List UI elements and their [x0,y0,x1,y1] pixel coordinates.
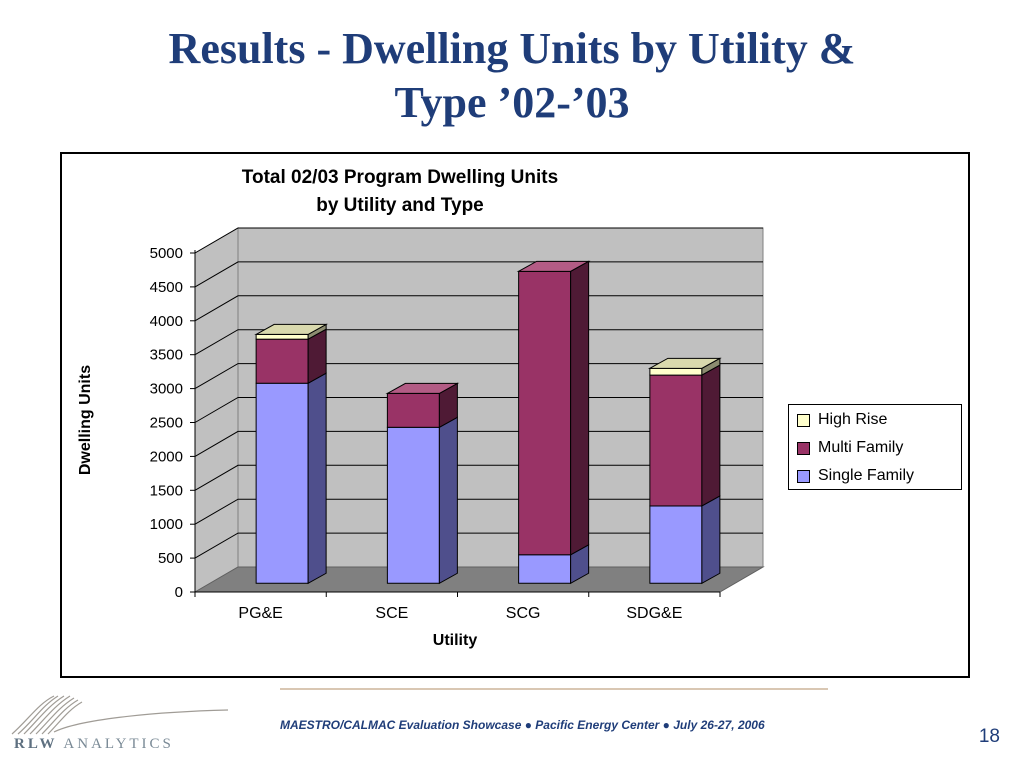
bar-top [516,260,591,272]
x-tick-label: SDG&E [626,605,682,622]
y-tick-label: 1500 [150,482,183,499]
legend-swatch-high-rise [797,413,810,427]
bar-segment [649,495,721,585]
bar-side [570,260,590,556]
chart-ticks: 0 500 1000 1500 2000 2500 3000 3500 4000 4500 5000… [150,245,721,622]
legend-item-single-family: Single Family [797,465,914,487]
bar-front [649,374,703,507]
chart-legend: High Rise Multi Family Single Family [788,404,962,490]
bar-front [518,270,572,556]
rlw-logo [11,695,229,735]
bar-front [255,382,309,584]
bar-front [386,426,440,584]
y-tick-label: 1000 [150,516,183,533]
gridline [194,227,763,254]
legend-label-high-rise: High Rise [818,411,888,428]
y-tick-label: 4500 [150,279,183,296]
bar-segment [255,372,327,585]
bar-segment [649,364,721,507]
logo-text: RLW ANALYTICS [14,736,174,753]
legend-swatch-multi-family [797,441,810,455]
slide-title-line1: Results - Dwelling Units by Utility & [168,24,856,73]
bar-front [255,338,309,384]
footer-text: MAESTRO/CALMAC Evaluation Showcase ● Pac… [280,718,765,732]
bar-segment [518,260,590,556]
bar-side [701,364,721,507]
bar-side [701,495,721,585]
y-tick-label: 2000 [150,448,183,465]
x-tick-label: PG&E [238,605,282,622]
legend-item-high-rise: High Rise [797,409,887,431]
y-tick-label: 500 [158,550,183,567]
logo-rlw: RLW [14,736,58,752]
x-axis-label: Utility [432,632,478,649]
legend-swatch-single-family [797,469,810,483]
footer-divider [280,688,828,690]
slide-title-line2: Type ’02-’03 [394,78,630,127]
chart-title-line2: by Utility and Type [316,195,484,216]
page-number: 18 [978,726,1000,747]
y-axis-label-text: Dwelling Units [77,364,94,476]
chart-title-line1: Total 02/03 Program Dwelling Units [241,167,559,188]
bar-front [649,505,703,584]
bar-segment [386,416,458,585]
x-tick-label: SCG [506,605,541,622]
logo-analytics: ANALYTICS [63,736,174,752]
bar-front [649,367,703,376]
bar-front [518,554,572,584]
bar-top [254,323,329,335]
y-tick-label: 3000 [150,381,183,398]
legend-label-multi-family: Multi Family [818,439,904,456]
y-tick-label: 5000 [150,245,183,262]
bar-segment [386,382,458,429]
chart-title: Total 02/03 Program Dwelling Units by Ut… [190,164,610,220]
bar-front [255,333,309,340]
slide-title: Results - Dwelling Units by Utility & Ty… [0,22,1024,130]
y-tick-label: 3500 [150,347,183,364]
bar-segment [518,543,590,585]
x-tick-label: SCE [375,605,408,622]
y-tick-label: 2500 [150,415,183,432]
y-tick-label: 0 [175,584,183,601]
bar-top [647,357,722,369]
bar-front [386,392,440,428]
bar-side [438,416,458,585]
bar-side [307,372,327,585]
bar-top [385,382,460,394]
chart-bars [254,260,722,585]
y-tick-label: 4000 [150,313,183,330]
legend-label-single-family: Single Family [818,467,915,484]
legend-item-multi-family: Multi Family [797,437,903,459]
